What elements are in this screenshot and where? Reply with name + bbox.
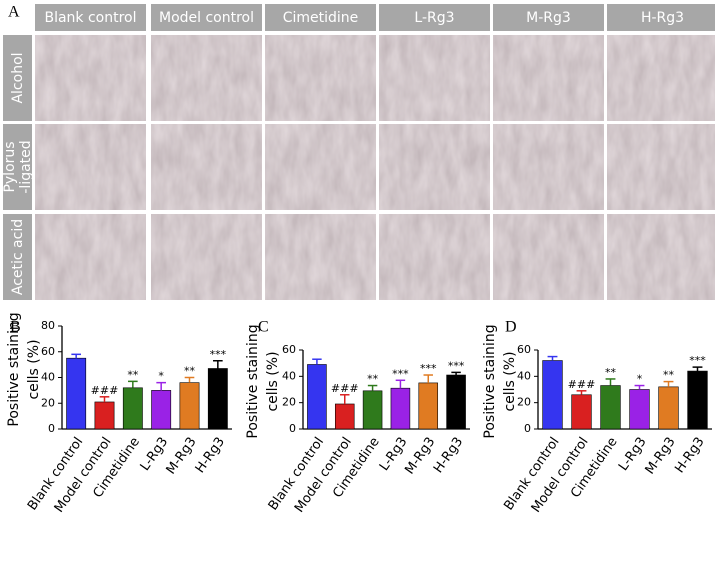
bar [179, 382, 200, 430]
x-tick-label: M-Rg3 [164, 435, 200, 478]
y-tick-label: 20 [517, 396, 531, 409]
y-axis-label: Positive staining [482, 324, 498, 438]
bar [122, 387, 143, 430]
micrograph [35, 214, 146, 300]
y-tick-label: 60 [517, 343, 531, 356]
column-header-bg [151, 4, 262, 31]
bar [687, 370, 708, 430]
x-tick-label: H-Rg3 [431, 435, 466, 476]
micrograph [265, 124, 376, 210]
significance-label: ### [331, 382, 359, 395]
y-tick-label: 20 [41, 396, 55, 409]
significance-label: *** [392, 367, 409, 380]
micrograph [35, 124, 146, 210]
significance-label: *** [210, 348, 227, 361]
y-tick-label: 40 [282, 369, 296, 382]
significance-label: *** [420, 362, 437, 375]
panel-label: C [258, 319, 269, 336]
micrograph [493, 35, 604, 121]
micrograph [265, 214, 376, 300]
column-header-bg [265, 4, 376, 31]
micrograph [265, 35, 376, 121]
significance-label: ** [127, 368, 139, 381]
x-tick-label: M-Rg3 [643, 435, 679, 478]
y-tick-label: 40 [41, 371, 55, 384]
bar [571, 394, 592, 430]
bar [658, 386, 679, 430]
row-header: Pylorus-ligated [2, 140, 34, 193]
micrograph [151, 124, 262, 210]
bar [418, 382, 439, 430]
micrograph [379, 35, 490, 121]
x-tick-label: H-Rg3 [672, 435, 707, 476]
column-header: Model control [159, 10, 254, 26]
micrograph [493, 124, 604, 210]
panel-label: D [505, 319, 517, 336]
y-tick-label: 60 [282, 343, 296, 356]
significance-label: ### [568, 378, 596, 391]
bar [390, 387, 411, 430]
micrograph [607, 214, 715, 300]
y-axis-label: cells (%) [265, 351, 281, 411]
significance-label: ** [184, 365, 196, 378]
panel-label: B [10, 319, 21, 336]
significance-label: * [158, 370, 164, 383]
micrograph [607, 124, 715, 210]
column-header: M-Rg3 [526, 10, 571, 26]
y-tick-label: 60 [41, 345, 55, 358]
micrograph [379, 124, 490, 210]
significance-label: * [637, 373, 643, 386]
column-header: H-Rg3 [641, 10, 684, 26]
bar [542, 360, 563, 430]
significance-label: ** [663, 369, 675, 382]
bar [66, 357, 87, 430]
y-tick-label: 80 [41, 319, 55, 332]
bar [600, 385, 621, 430]
column-header: Blank control [44, 10, 136, 26]
x-tick-label: M-Rg3 [402, 435, 438, 478]
row-header: Acetic acid [10, 219, 26, 295]
bar [629, 389, 650, 430]
micrograph [35, 35, 146, 121]
column-header-bg [379, 4, 490, 31]
y-axis-label: cells (%) [26, 339, 42, 399]
micrograph [151, 35, 262, 121]
micrograph [151, 214, 262, 300]
column-header: L-Rg3 [414, 10, 454, 26]
significance-label: *** [448, 359, 465, 372]
row-header-bg [3, 124, 32, 210]
micrograph [379, 214, 490, 300]
bar [307, 364, 327, 430]
micrograph [607, 35, 715, 121]
bar [446, 374, 466, 430]
column-header-bg [493, 4, 604, 31]
y-axis-label: cells (%) [502, 351, 518, 411]
column-header-bg [35, 4, 146, 31]
bar [94, 401, 115, 430]
significance-label: *** [689, 354, 706, 367]
bar [151, 390, 172, 430]
row-header: Alcohol [10, 52, 26, 103]
significance-label: ** [367, 373, 379, 386]
bar [207, 368, 228, 430]
significance-label: ** [605, 366, 617, 379]
y-tick-label: 20 [282, 396, 296, 409]
y-tick-label: 0 [524, 422, 531, 435]
x-tick-label: H-Rg3 [193, 435, 228, 476]
micrograph [493, 214, 604, 300]
bar [362, 390, 383, 430]
panel-label: A [8, 4, 20, 21]
y-tick-label: 0 [48, 422, 55, 435]
row-header-bg [3, 35, 32, 121]
y-tick-label: 40 [517, 369, 531, 382]
y-tick-label: 0 [289, 422, 296, 435]
y-axis-label: Positive staining [245, 324, 261, 438]
row-header-bg [3, 214, 32, 300]
bar [334, 403, 355, 430]
column-header-bg [607, 4, 715, 31]
y-axis-label: Positive staining [6, 312, 22, 426]
column-header: Cimetidine [283, 10, 359, 26]
significance-label: ### [91, 384, 119, 397]
